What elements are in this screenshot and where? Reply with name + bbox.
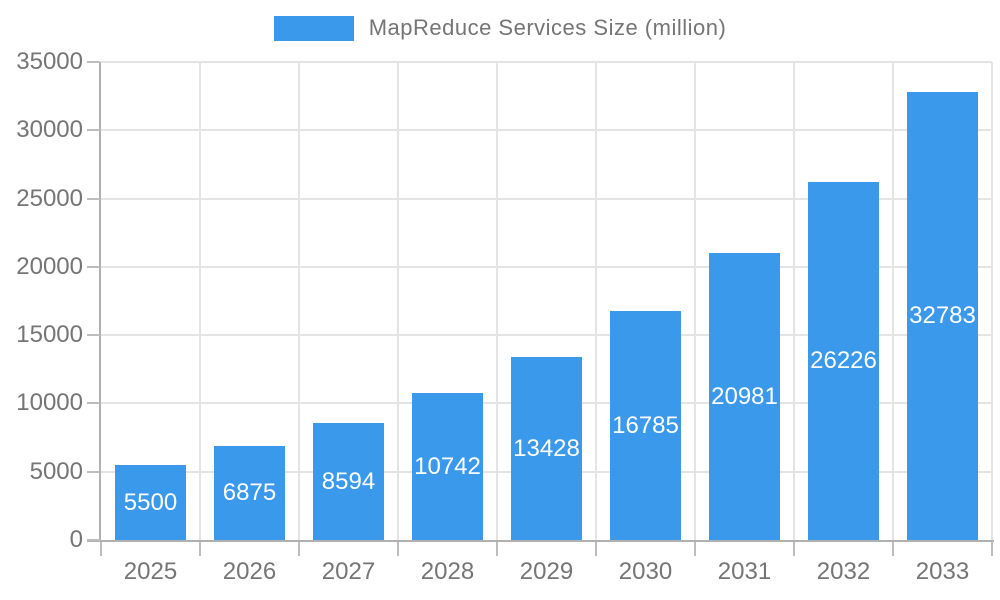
bar[interactable]: 32783 (907, 92, 978, 540)
gridline-horizontal (101, 334, 992, 337)
bar-value-label: 32783 (909, 302, 976, 329)
bar[interactable]: 5500 (115, 465, 186, 540)
gridline-horizontal (101, 129, 992, 132)
x-axis-tick-label: 2031 (717, 558, 772, 585)
y-tick-mark (87, 61, 100, 63)
bar-value-label: 5500 (123, 488, 178, 516)
y-axis-tick-label: 25000 (16, 184, 83, 212)
x-axis-line (87, 540, 994, 542)
y-axis-tick-label: 35000 (16, 48, 83, 75)
gridline-vertical (793, 62, 795, 540)
x-tick-mark (991, 542, 993, 556)
x-axis-tick-label: 2029 (519, 558, 574, 585)
y-axis-tick-label: 0 (69, 526, 83, 553)
x-axis-tick-label: 2030 (618, 558, 673, 585)
x-tick-mark (100, 542, 102, 556)
x-axis-tick-label: 2026 (222, 558, 277, 585)
y-tick-mark (87, 197, 100, 200)
legend-swatch (273, 15, 354, 41)
y-axis-tick-label: 30000 (16, 116, 83, 144)
gridline-vertical (298, 62, 300, 540)
x-axis-tick-label: 2027 (321, 558, 376, 585)
bar-value-label: 6875 (222, 479, 277, 506)
bar[interactable]: 8594 (313, 423, 384, 540)
x-tick-mark (397, 542, 399, 556)
x-tick-mark (298, 542, 300, 556)
y-axis-tick-label: 20000 (16, 252, 83, 280)
legend-label: MapReduce Services Size (million) (368, 15, 727, 40)
gridline-vertical (694, 62, 696, 540)
x-tick-mark (694, 542, 696, 556)
bar-value-label: 13428 (513, 434, 580, 462)
gridline-horizontal (101, 197, 992, 200)
x-axis-tick-label: 2032 (816, 558, 871, 585)
y-tick-mark (87, 539, 100, 541)
x-tick-mark (199, 542, 201, 556)
gridline-vertical (991, 62, 993, 540)
y-axis-tick-label: 10000 (16, 389, 83, 417)
gridline-vertical (595, 62, 597, 540)
x-tick-mark (496, 542, 498, 556)
gridline-vertical (892, 62, 894, 540)
y-tick-mark (87, 129, 100, 132)
x-axis-tick-label: 2033 (915, 558, 970, 585)
y-tick-mark (87, 334, 100, 337)
y-tick-mark (87, 470, 100, 473)
gridline-horizontal (101, 265, 992, 268)
bar[interactable]: 16785 (610, 311, 681, 540)
bar[interactable]: 13428 (511, 357, 582, 540)
bar-value-label: 10742 (414, 452, 481, 480)
gridline-horizontal (101, 61, 992, 63)
gridline-vertical (199, 62, 201, 540)
x-axis-tick-label: 2025 (123, 558, 178, 585)
x-tick-mark (793, 542, 795, 556)
bar[interactable]: 6875 (214, 446, 285, 540)
x-axis-tick-label: 2028 (420, 558, 475, 585)
gridline-vertical (397, 62, 399, 540)
gridline-vertical (496, 62, 498, 540)
x-tick-mark (595, 542, 597, 556)
y-axis-line (99, 62, 101, 542)
legend-item[interactable]: MapReduce Services Size (million) (0, 0, 1000, 56)
bar-value-label: 20981 (711, 382, 778, 410)
y-axis-tick-label: 15000 (16, 321, 83, 349)
y-tick-mark (87, 265, 100, 268)
bar[interactable]: 26226 (808, 182, 879, 540)
bar-value-label: 16785 (612, 411, 679, 439)
bar-value-label: 26226 (810, 347, 877, 374)
bar-value-label: 8594 (321, 467, 376, 495)
x-tick-mark (892, 542, 894, 556)
bar[interactable]: 10742 (412, 393, 483, 540)
bar[interactable]: 20981 (709, 253, 780, 540)
y-tick-mark (87, 402, 100, 405)
plot-area: 5500 6875 8594 10742 13428 16785 20981 26226 327… (101, 61, 993, 540)
y-axis-tick-label: 5000 (29, 457, 83, 485)
